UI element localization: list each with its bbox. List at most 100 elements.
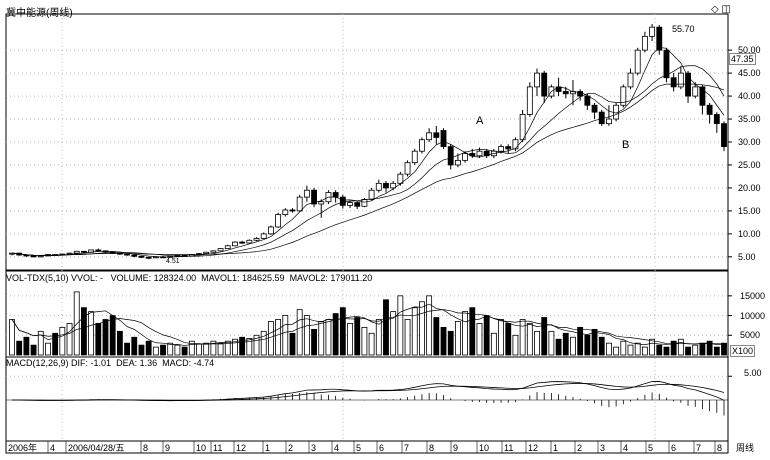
window-icon[interactable]: ◫ xyxy=(721,4,731,15)
candle-body xyxy=(361,199,368,207)
candle-body xyxy=(246,239,253,244)
candle-body xyxy=(419,139,425,152)
candle-body xyxy=(534,72,540,88)
candle-body xyxy=(699,86,706,106)
candle-body xyxy=(66,252,73,255)
candle-body xyxy=(663,49,670,79)
volume-bar xyxy=(577,326,584,356)
candle-body xyxy=(519,114,526,141)
volume-bar xyxy=(88,311,95,356)
candle-body xyxy=(598,111,605,125)
volume-bar xyxy=(217,342,224,356)
volume-bar xyxy=(59,326,66,356)
corner-icons[interactable]: ◇ ◫ xyxy=(711,4,731,15)
volume-bar xyxy=(232,338,238,356)
candle-body xyxy=(73,250,80,254)
candle-body xyxy=(131,254,138,257)
candle-body xyxy=(606,118,612,125)
volume-bar xyxy=(275,319,282,356)
time-axis-label: 1 xyxy=(553,443,559,453)
volume-bar xyxy=(203,342,210,356)
volume-bar xyxy=(296,309,303,356)
volume-bar xyxy=(699,342,706,356)
volume-bar xyxy=(713,346,720,356)
vol-vvol: VVOL: - xyxy=(71,273,104,283)
macd-header: MACD(12,26,9) DIF: -1.01 DEA: 1.36 MACD:… xyxy=(6,358,214,368)
volume-bar xyxy=(109,315,116,356)
candle-body xyxy=(426,132,433,141)
candle-body xyxy=(303,189,310,198)
volume-bar xyxy=(347,323,353,356)
diamond-icon[interactable]: ◇ xyxy=(711,4,719,15)
volume-bar xyxy=(339,307,346,356)
candle-body xyxy=(634,49,641,74)
candle-body xyxy=(476,150,483,157)
candle-body xyxy=(224,245,231,249)
volume-bar xyxy=(692,344,699,356)
candle-body xyxy=(354,202,361,207)
time-axis-label: 12 xyxy=(528,443,539,453)
price-tick-label: 50.00 xyxy=(738,45,761,56)
volume-bar xyxy=(23,336,30,356)
candle-body xyxy=(368,189,375,200)
volume-bar xyxy=(81,307,87,356)
candle-body xyxy=(282,209,289,215)
candle-body xyxy=(275,214,282,228)
volume-bar xyxy=(656,344,663,356)
price-ma-line xyxy=(11,83,725,256)
volume-bar xyxy=(505,323,512,356)
time-axis-label: 3 xyxy=(311,443,317,453)
volume-bar xyxy=(649,338,655,356)
candle-body xyxy=(649,26,655,37)
candle-body xyxy=(30,255,37,258)
volume-bar xyxy=(606,342,612,356)
annotation-a: A xyxy=(476,115,484,127)
volume-bar xyxy=(368,332,375,356)
macd-dea-line xyxy=(11,382,725,401)
time-axis-label: 10 xyxy=(196,443,207,453)
volume-bar xyxy=(512,334,519,356)
vol-tick-label: 5000 xyxy=(740,330,761,341)
time-axis-label: 11 xyxy=(213,443,223,453)
volume-bar xyxy=(253,334,260,356)
price-tick-label: 25.00 xyxy=(738,159,761,170)
candle-body xyxy=(656,26,663,51)
vol-ma-line xyxy=(11,309,725,345)
vol-mavol1: MAVOL1: 184625.59 xyxy=(201,273,285,283)
candle-body xyxy=(411,150,418,164)
candle-body xyxy=(685,72,691,97)
macd-tick: 5.00 xyxy=(744,368,762,378)
volume-bar xyxy=(289,332,296,356)
volume-bar xyxy=(584,334,591,356)
volume-bar xyxy=(131,336,138,356)
volume-bar xyxy=(433,317,440,356)
volume-bar xyxy=(361,326,368,356)
volume-bar xyxy=(476,323,483,356)
candle-body xyxy=(37,255,44,258)
candle-body xyxy=(260,233,267,239)
volume-bar xyxy=(526,323,533,356)
candle-body xyxy=(440,130,447,147)
volume-bar xyxy=(66,323,73,356)
time-axis-label: 1 xyxy=(265,443,271,453)
time-axis-label: 6 xyxy=(671,443,677,453)
macd-indicator-name: MACD(12,26,9) xyxy=(6,358,69,368)
volume-bar xyxy=(30,344,37,356)
macd-dif: DIF: -1.01 xyxy=(71,358,112,368)
volume-bar xyxy=(548,330,555,356)
volume-bar xyxy=(419,301,425,356)
price-tick-label: 15.00 xyxy=(738,205,761,216)
time-axis-label: 10 xyxy=(479,443,490,453)
time-axis-label: 5 xyxy=(648,443,654,453)
time-axis-label: 12 xyxy=(236,443,247,453)
volume-bar xyxy=(685,346,691,356)
volume-bar xyxy=(246,338,253,356)
volume-bar xyxy=(383,299,389,356)
volume-bar xyxy=(224,340,231,356)
volume-bar xyxy=(210,340,217,356)
vol-mavol2: MAVOL2: 179011.20 xyxy=(289,273,373,283)
candle-body xyxy=(670,77,677,88)
candle-body xyxy=(203,251,210,255)
volume-bar xyxy=(181,346,188,356)
